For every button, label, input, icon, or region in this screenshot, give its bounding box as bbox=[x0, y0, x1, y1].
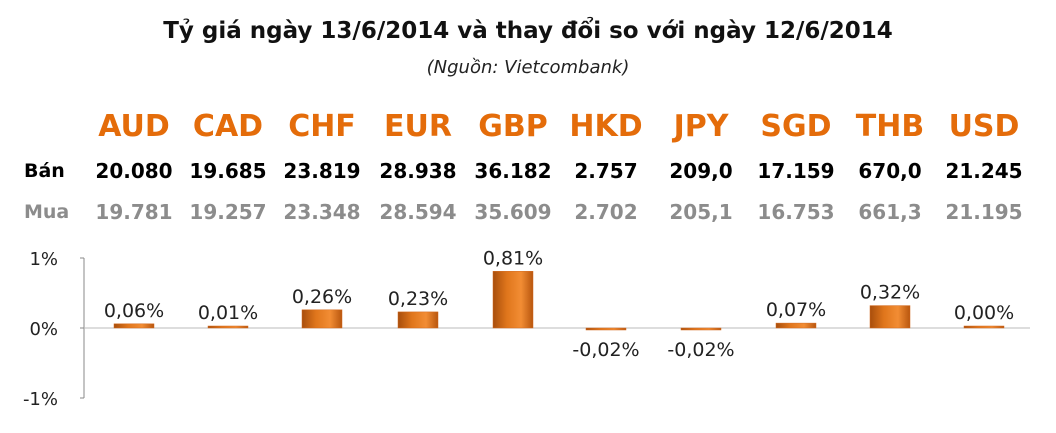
bar-value-label: 0,07% bbox=[766, 299, 826, 321]
bar-value-label: 0,26% bbox=[292, 286, 352, 308]
bar-value-label: 0,81% bbox=[483, 247, 543, 269]
sell-row-label: Bán bbox=[24, 160, 65, 182]
sell-rate: 36.182 bbox=[474, 159, 552, 183]
sell-rate: 670,0 bbox=[858, 159, 922, 183]
buy-rate: 661,3 bbox=[858, 200, 922, 224]
bar-value-label: 0,06% bbox=[104, 300, 164, 322]
bar-chf bbox=[301, 309, 343, 329]
bar-value-label: -0,02% bbox=[572, 339, 639, 361]
chart-source: (Nguồn: Vietcombank) bbox=[426, 57, 630, 78]
bar-value-label: 0,01% bbox=[198, 302, 258, 324]
currency-code: AUD bbox=[98, 109, 170, 144]
currency-code: THB bbox=[855, 109, 925, 144]
currency-code: HKD bbox=[569, 109, 643, 144]
buy-row-label: Mua bbox=[24, 201, 70, 223]
chart-title: Tỷ giá ngày 13/6/2014 và thay đổi so với… bbox=[163, 18, 893, 44]
buy-rate: 19.781 bbox=[95, 200, 173, 224]
bar-thb bbox=[869, 305, 911, 329]
sell-rate: 20.080 bbox=[95, 159, 173, 183]
sell-rate: 19.685 bbox=[189, 159, 267, 183]
currency-code: EUR bbox=[384, 109, 452, 144]
bar-aud bbox=[113, 323, 155, 329]
sell-rate: 17.159 bbox=[757, 159, 835, 183]
y-tick-label: 1% bbox=[29, 249, 58, 270]
buy-rate: 21.195 bbox=[945, 200, 1023, 224]
sell-rate: 21.245 bbox=[945, 159, 1023, 183]
currency-code: USD bbox=[948, 109, 1020, 144]
currency-code: SGD bbox=[760, 109, 832, 144]
buy-rate: 28.594 bbox=[379, 200, 457, 224]
bar-value-label: 0,23% bbox=[388, 288, 448, 310]
bar-value-label: 0,32% bbox=[860, 282, 920, 304]
currency-code: CHF bbox=[288, 109, 356, 144]
bar-sgd bbox=[775, 322, 817, 329]
currency-code: CAD bbox=[192, 109, 264, 144]
bar-usd bbox=[963, 325, 1005, 329]
buy-rate: 16.753 bbox=[757, 200, 835, 224]
buy-rate: 35.609 bbox=[474, 200, 552, 224]
currency-code: GBP bbox=[478, 109, 548, 144]
bar-jpy bbox=[680, 327, 722, 331]
sell-rate: 2.757 bbox=[574, 159, 638, 183]
bar-eur bbox=[397, 311, 439, 329]
sell-rate: 28.938 bbox=[379, 159, 457, 183]
bar-cad bbox=[207, 325, 249, 329]
currency-code: JPY bbox=[673, 109, 729, 144]
change-bar-chart: 1% 0% -1% 0,06% 0,01% 0,26% 0,23% 0,81% -0,02% -… bbox=[23, 247, 1030, 410]
y-tick-label: -1% bbox=[23, 389, 58, 410]
buy-rate: 205,1 bbox=[669, 200, 733, 224]
bar-value-label: -0,02% bbox=[667, 339, 734, 361]
buy-rate: 23.348 bbox=[283, 200, 361, 224]
sell-rate: 23.819 bbox=[283, 159, 361, 183]
buy-rate: 19.257 bbox=[189, 200, 267, 224]
y-tick-label: 0% bbox=[29, 319, 58, 340]
bar-hkd bbox=[585, 327, 627, 331]
bar-value-label: 0,00% bbox=[954, 302, 1014, 324]
bar-gbp bbox=[492, 271, 534, 329]
buy-rate: 2.702 bbox=[574, 200, 638, 224]
sell-rate: 209,0 bbox=[669, 159, 733, 183]
